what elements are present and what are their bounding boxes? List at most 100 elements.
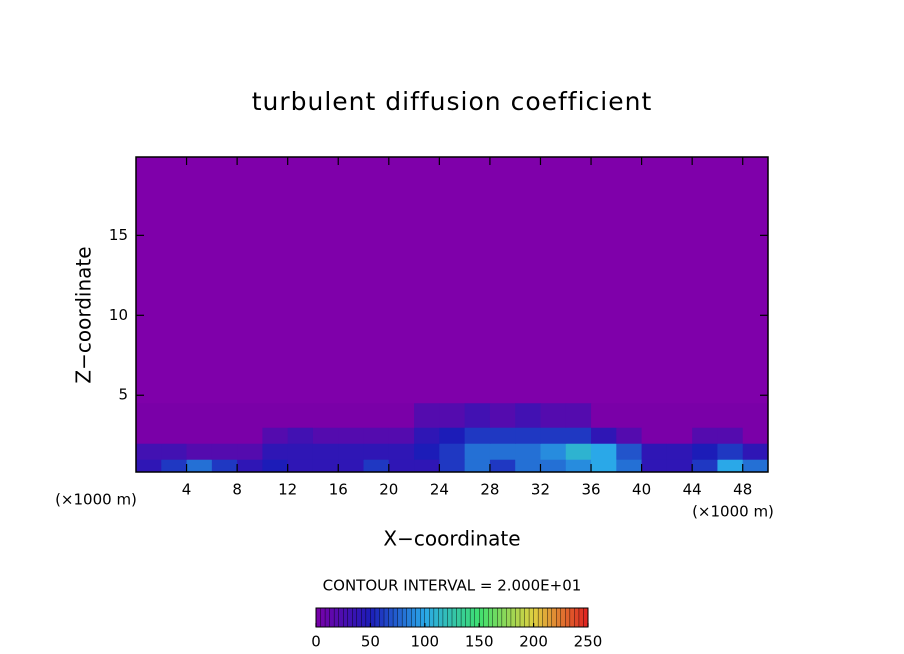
contour-cell [312,427,339,444]
x-tick-label: 16 [329,481,348,499]
colorbar-swatch [411,607,417,628]
contour-cell [262,403,289,428]
contour-cell [287,427,314,444]
colorbar-tick-label: 200 [519,633,548,651]
contour-cell [388,459,415,473]
contour-cell [540,427,567,444]
colorbar-swatch [406,607,412,628]
contour-cell [312,403,339,428]
y-tick-label: 15 [109,226,128,244]
contour-cell [515,459,541,473]
colorbar-swatch [451,607,458,628]
contour-cell [338,443,365,460]
colorbar-swatch [469,607,476,628]
colorbar-swatch [460,607,467,628]
contour-cell [489,459,516,473]
x-tick-label: 28 [480,481,499,499]
contour-cell [742,443,769,460]
contour-cell [136,459,162,473]
colorbar-swatch [388,607,394,628]
colorbar-swatch [574,607,580,628]
contour-cell [287,459,314,473]
colorbar-swatch [438,607,444,628]
contour-cell [641,427,668,444]
contour-cell [591,427,617,444]
contour-cell [616,427,643,444]
colorbar-swatch [370,607,376,628]
contour-cell [388,427,415,444]
colorbar-swatch [510,607,516,628]
contour-cell [464,403,491,428]
colorbar-swatch [424,607,430,628]
contour-cell [338,459,365,473]
colorbar-swatch [501,607,507,628]
colorbar-swatch [537,607,544,628]
contour-cell [591,443,617,460]
contour-cell [489,443,516,460]
contour-cell [287,403,314,428]
colorbar-tick-label: 50 [361,633,380,651]
contour-cell [262,427,289,444]
colorbar-swatch [392,607,399,628]
colorbar-swatch [315,607,322,628]
contour-cell [666,427,693,444]
colorbar-swatch [356,607,362,628]
x-tick-label: 8 [232,481,242,499]
colorbar-swatch [397,607,403,628]
contour-cell [414,459,440,473]
contour-cell [692,427,718,444]
colorbar-swatch [447,607,453,628]
contour-cell [666,403,693,428]
contour-cell [312,459,339,473]
contour-cell [439,459,466,473]
contour-cell [439,443,466,460]
colorbar-swatch [442,607,448,628]
contour-cell [237,443,263,460]
colorbar-swatch [519,607,526,628]
colorbar-swatch [324,607,331,628]
contour-cell [414,403,440,428]
contour-cell [186,427,213,444]
contour-cell [338,403,365,428]
colorbar-frame [315,607,589,628]
colorbar-swatch [515,607,521,628]
contour-cell [136,427,162,444]
colorbar-tick-label: 150 [465,633,494,651]
x-tick-label: 20 [379,481,398,499]
contour-cell [211,403,238,428]
colorbar-swatch [533,607,539,628]
contour-cell [591,403,617,428]
contour-cell [565,459,592,473]
x-tick-label: 4 [182,481,192,499]
colorbar-swatch [433,607,439,628]
contour-cell [161,427,188,444]
contour-cell [616,443,643,460]
colorbar-swatch [361,607,367,628]
colorbar-swatch [343,607,349,628]
contour-cell [692,443,718,460]
plot-frame [135,156,769,473]
colorbar-swatch [488,607,494,628]
contour-cell [515,443,541,460]
colorbar-swatch [320,607,326,628]
contour-cell [363,403,390,428]
contour-cell [211,459,238,473]
contour-cell [464,443,491,460]
colorbar-swatch [479,607,485,628]
contour-cell [515,403,541,428]
contour-interval: CONTOUR INTERVAL = 2.000E+01 [323,577,582,595]
colorbar-swatch [379,607,385,628]
colorbar-swatch [347,607,353,628]
contour-cell [692,403,718,428]
contour-cell [186,403,213,428]
colorbar-swatch [492,607,498,628]
x-tick-label: 24 [430,481,449,499]
y-axis-label: Z−coordinate [72,246,96,383]
contour-cell [439,403,466,428]
colorbar-swatch [524,607,530,628]
contour-cell [565,403,592,428]
x-tick-label: 48 [733,481,752,499]
contour-cell [312,443,339,460]
contour-cell [237,427,263,444]
